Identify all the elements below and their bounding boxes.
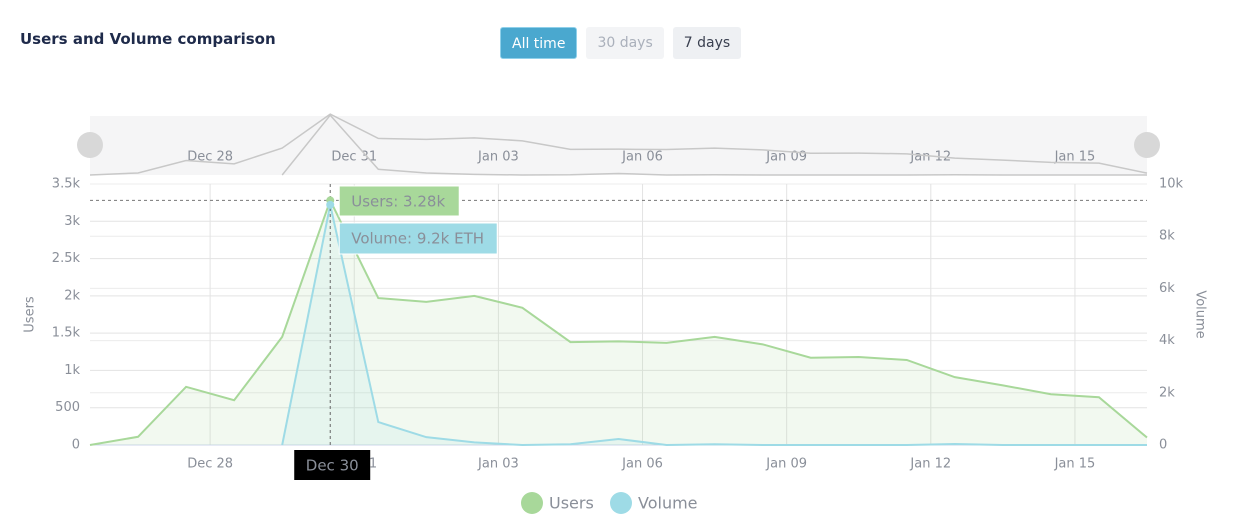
x-tick-label: Jan 15 bbox=[1054, 457, 1096, 472]
chart-title: Users and Volume comparison bbox=[20, 30, 276, 48]
y-tick-label: 1k bbox=[64, 363, 80, 378]
x-tick-label: Dec 28 bbox=[187, 457, 233, 472]
tooltip-box bbox=[338, 185, 460, 217]
y-tick-label: 0 bbox=[72, 438, 80, 453]
navigator-line bbox=[89, 113, 1148, 176]
y2-tick-label: 6k bbox=[1159, 281, 1175, 296]
y-tick-label: 3.5k bbox=[52, 177, 81, 192]
navigator-tick-label: Jan 06 bbox=[621, 150, 663, 165]
navigator-handle[interactable] bbox=[77, 132, 103, 158]
hover-point bbox=[326, 200, 335, 209]
y-tick-label: 2k bbox=[64, 288, 80, 303]
series-line bbox=[89, 197, 1148, 446]
y-tick-label: 2.5k bbox=[52, 251, 81, 266]
y-tick-label: 1.5k bbox=[52, 326, 81, 341]
series-line bbox=[281, 204, 1147, 447]
y2-tick-label: 0 bbox=[1159, 438, 1167, 453]
x-tick-label: Jan 12 bbox=[909, 457, 951, 472]
navigator-tick-label: Dec 31 bbox=[331, 150, 377, 165]
navigator-tick-label: Jan 15 bbox=[1054, 150, 1096, 165]
navigator-bg bbox=[90, 116, 1147, 175]
tooltip-box bbox=[338, 222, 498, 255]
tooltip-text: Volume: 9.2k ETH bbox=[351, 230, 484, 248]
legend-marker[interactable] bbox=[610, 492, 632, 514]
y-tick-label: 3k bbox=[64, 214, 80, 229]
x-tick-label: Jan 03 bbox=[477, 457, 519, 472]
navigator-line bbox=[281, 114, 1147, 176]
y2-tick-label: 10k bbox=[1159, 177, 1184, 192]
navigator-tick-label: Jan 03 bbox=[477, 150, 519, 165]
y2-axis-title: Volume bbox=[1193, 290, 1208, 338]
x-tooltip-box bbox=[294, 450, 371, 480]
y2-tick-label: 4k bbox=[1159, 333, 1175, 348]
legend-marker[interactable] bbox=[521, 492, 543, 514]
range-buttons: All time 30 days 7 days bbox=[500, 27, 742, 59]
y2-tick-label: 8k bbox=[1159, 229, 1175, 244]
range-button[interactable]: 30 days bbox=[586, 27, 664, 59]
range-button[interactable]: All time bbox=[500, 27, 578, 59]
legend-label[interactable]: Volume bbox=[638, 494, 698, 513]
x-tick-label: Jan 09 bbox=[765, 457, 807, 472]
y-axis-title: Users bbox=[23, 296, 38, 333]
series-area bbox=[90, 200, 1147, 445]
navigator-tick-label: Jan 12 bbox=[909, 150, 951, 165]
x-tick-label: Jan 06 bbox=[621, 457, 663, 472]
legend-label[interactable]: Users bbox=[549, 494, 594, 513]
x-tooltip-text: Dec 30 bbox=[306, 457, 359, 475]
range-button[interactable]: 7 days bbox=[672, 27, 742, 59]
navigator-handle[interactable] bbox=[1134, 132, 1160, 158]
navigator-tick-label: Jan 09 bbox=[765, 150, 807, 165]
y-tick-label: 500 bbox=[55, 400, 80, 415]
y2-tick-label: 2k bbox=[1159, 385, 1175, 400]
tooltip-text: Users: 3.28k bbox=[351, 193, 445, 211]
series-area bbox=[282, 204, 1147, 445]
